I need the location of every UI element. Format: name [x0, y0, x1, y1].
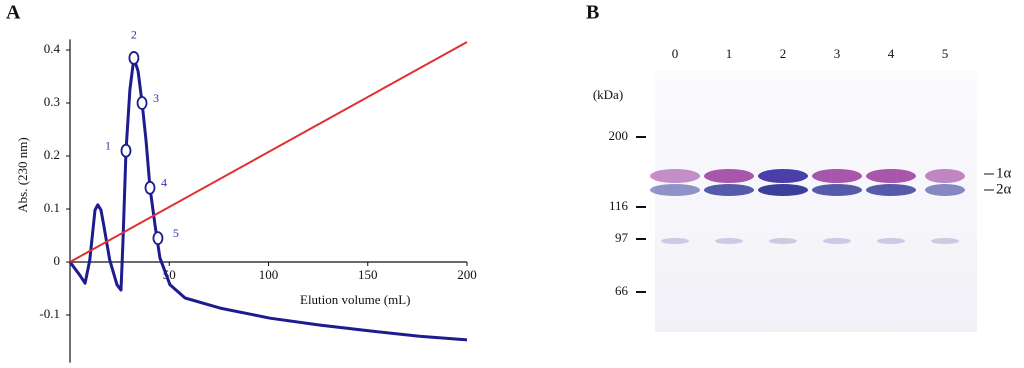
gel-band [925, 169, 965, 183]
y-tick-label: 0 [54, 253, 61, 268]
gel-band [704, 169, 754, 183]
marker-label: 116 [609, 198, 629, 213]
fraction-marker [128, 51, 140, 65]
y-tick-label: 0.1 [44, 200, 60, 215]
fraction-label: 5 [173, 226, 179, 240]
lane-label: 4 [888, 46, 895, 61]
gel-band [758, 169, 808, 183]
gel-band [769, 238, 797, 244]
gel [655, 70, 977, 332]
x-tick-label: 200 [457, 267, 477, 282]
lane-label: 3 [834, 46, 841, 61]
gel-band [715, 238, 743, 244]
fraction-marker [136, 96, 148, 110]
marker-label: 97 [615, 230, 629, 245]
gel-band [704, 184, 754, 196]
gel-band [661, 238, 689, 244]
panel-letter: B [586, 2, 599, 24]
band-label: 1α [996, 165, 1012, 181]
gel-band [866, 169, 916, 183]
gel-band [650, 169, 700, 183]
gel-band [866, 184, 916, 196]
band-label: 2α [996, 181, 1012, 197]
fraction-marker [152, 231, 164, 246]
data-line [69, 41, 468, 263]
x-tick-label: 100 [259, 267, 279, 282]
lane-label: 1 [726, 46, 733, 61]
lane-label: 5 [942, 46, 949, 61]
fraction-marker [144, 180, 156, 195]
lane-label: 0 [672, 46, 679, 61]
fraction-marker [120, 143, 132, 158]
y-tick-label: 0.2 [44, 147, 60, 162]
y-tick-label: -0.1 [39, 306, 60, 321]
marker-label: 66 [615, 283, 629, 298]
fraction-label: 3 [153, 91, 159, 105]
gel-band [812, 184, 862, 196]
y-tick-label: 0.3 [44, 94, 60, 109]
x-tick-label: 150 [358, 267, 378, 282]
gel-band [812, 169, 862, 183]
fraction-label: 4 [161, 176, 167, 190]
fraction-label: 2 [131, 28, 137, 42]
marker-label: 200 [609, 128, 629, 143]
y-tick-label: 0.4 [44, 41, 61, 56]
gel-band [925, 184, 965, 196]
gel-band [823, 238, 851, 244]
lane-label: 2 [780, 46, 787, 61]
x-axis-label: Elution volume (mL) [300, 292, 410, 307]
gel-band [877, 238, 905, 244]
gel-band [931, 238, 959, 244]
fraction-label: 1 [105, 138, 111, 152]
gel-band [758, 184, 808, 196]
y-axis-label: Abs. (230 nm) [15, 137, 30, 212]
gel-band [650, 184, 700, 196]
unit-label: (kDa) [593, 87, 623, 102]
panel-letter: A [6, 2, 21, 24]
